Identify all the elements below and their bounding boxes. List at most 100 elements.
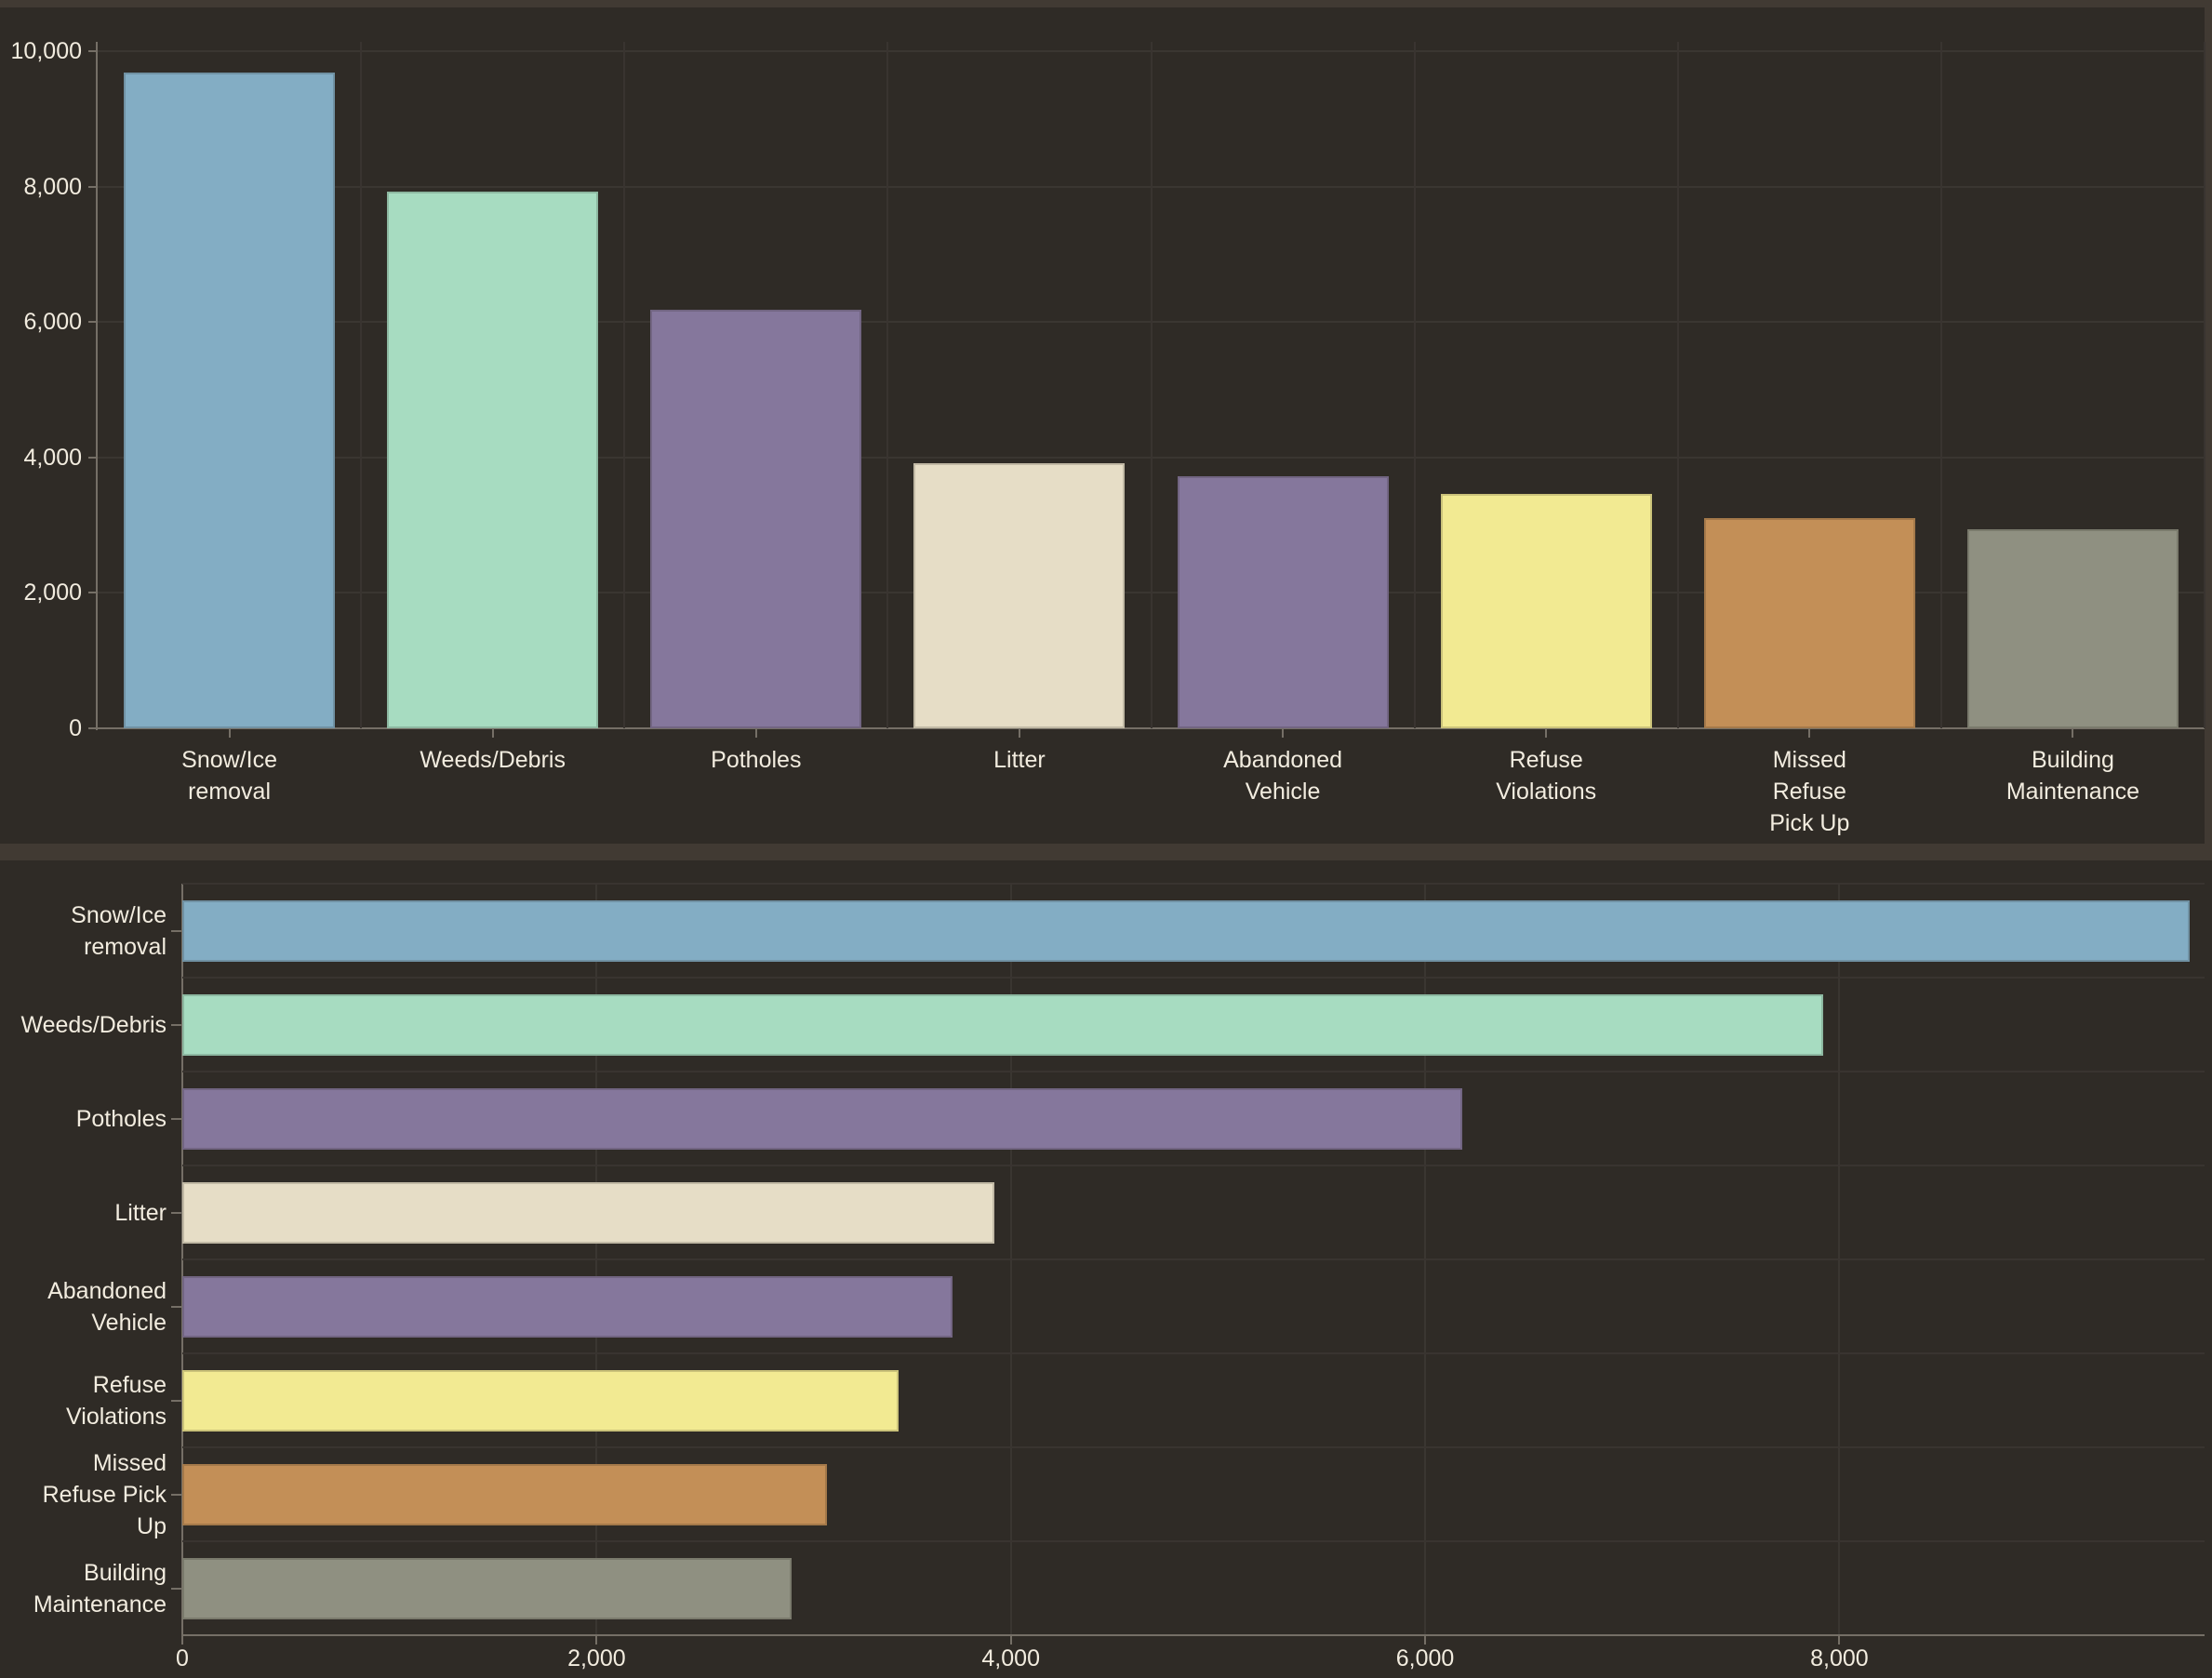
x-category-tick-mark xyxy=(1018,728,1020,738)
x-axis-line xyxy=(98,727,2205,729)
row-boundary-gridline xyxy=(182,883,2205,885)
category-label-line: Maintenance xyxy=(2005,779,2140,805)
y-axis-category-label: Snow/Ice removal xyxy=(0,899,167,963)
y-category-tick-mark xyxy=(171,1399,182,1402)
x-axis-tick-label: 8,000 xyxy=(1810,1645,1869,1671)
y-tick-mark xyxy=(88,321,98,324)
x-category-tick-mark xyxy=(2072,728,2074,738)
y-axis-tick-label: 8,000 xyxy=(23,173,82,200)
category-label-line: Abandoned xyxy=(1223,747,1343,773)
y-axis-category-label: Missed Refuse Pick Up xyxy=(0,1447,167,1542)
bar-refuse-violations[interactable] xyxy=(1440,494,1652,728)
row-boundary-gridline xyxy=(182,1446,2205,1448)
x-category-tick-mark xyxy=(754,728,757,738)
category-label-line: Potholes xyxy=(75,1105,167,1132)
y-axis-category-label: Weeds/Debris xyxy=(0,1009,167,1041)
row-boundary-gridline xyxy=(182,1352,2205,1354)
y-category-tick-mark xyxy=(171,1117,182,1120)
x-category-tick-mark xyxy=(491,728,494,738)
x-tick-mark xyxy=(1009,1635,1012,1645)
category-label-line: Missed xyxy=(92,1449,167,1476)
bottom-chart-panel xyxy=(0,860,2212,1678)
row-boundary-gridline xyxy=(182,1540,2205,1542)
y-tick-mark xyxy=(88,185,98,188)
x-axis-tick-label: 0 xyxy=(176,1645,189,1671)
category-label-line: Building xyxy=(84,1559,167,1586)
y-axis-line xyxy=(96,42,98,730)
y-category-tick-mark xyxy=(171,929,182,932)
category-label-line: Pick Up xyxy=(1769,810,1850,836)
category-boundary-gridline xyxy=(1676,42,1679,728)
category-label-line: Refuse xyxy=(92,1371,167,1398)
x-category-tick-mark xyxy=(1808,728,1811,738)
x-tick-mark xyxy=(181,1635,183,1645)
y-axis-tick-label: 4,000 xyxy=(23,444,82,471)
bar-weeds-debris[interactable] xyxy=(182,993,1823,1056)
category-label-line: Maintenance xyxy=(33,1591,167,1618)
bar-potholes[interactable] xyxy=(182,1087,1463,1150)
y-category-tick-mark xyxy=(171,1587,182,1590)
x-axis-line xyxy=(182,1634,2205,1636)
y-axis-category-label: Abandoned Vehicle xyxy=(0,1275,167,1338)
y-axis-category-label: Refuse Violations xyxy=(0,1369,167,1432)
category-label-line: Snow/Ice xyxy=(181,747,277,773)
category-boundary-gridline xyxy=(1150,42,1153,728)
bar-refuse-violations[interactable] xyxy=(182,1369,899,1432)
y-axis-tick-label: 6,000 xyxy=(23,309,82,336)
bar-snow-ice-removal[interactable] xyxy=(124,72,336,728)
x-axis-category-label: Snow/Ice removal xyxy=(100,744,360,807)
y-axis-tick-label: 2,000 xyxy=(23,579,82,606)
category-boundary-gridline xyxy=(1939,42,1942,728)
y-category-tick-mark xyxy=(171,1211,182,1214)
row-boundary-gridline xyxy=(182,1165,2205,1166)
category-label-line: removal xyxy=(84,933,167,960)
bar-building-maintenance[interactable] xyxy=(1966,528,2179,728)
bar-litter[interactable] xyxy=(182,1181,994,1244)
x-axis-tick-label: 6,000 xyxy=(1395,1645,1455,1671)
y-axis-category-label: Building Maintenance xyxy=(0,1557,167,1620)
x-axis-category-label: Litter xyxy=(889,744,1150,776)
category-label-line: Building xyxy=(2031,747,2114,773)
y-axis-tick-label: 0 xyxy=(69,715,82,741)
category-label-line: Violations xyxy=(66,1403,167,1430)
category-boundary-gridline xyxy=(886,42,889,728)
x-category-tick-mark xyxy=(228,728,231,738)
category-label-line: Litter xyxy=(114,1199,167,1226)
category-label-line: Refuse xyxy=(1509,747,1583,773)
category-label-line: Missed xyxy=(1772,747,1846,773)
category-boundary-gridline xyxy=(1413,42,1416,728)
y-category-tick-mark xyxy=(171,1305,182,1308)
x-axis-category-label: Abandoned Vehicle xyxy=(1153,744,1413,807)
x-axis-category-label: Weeds/Debris xyxy=(363,744,623,776)
y-tick-mark xyxy=(88,456,98,459)
bar-potholes[interactable] xyxy=(650,310,862,728)
bar-abandoned-vehicle[interactable] xyxy=(182,1275,953,1338)
category-label-line: Weeds/Debris xyxy=(420,747,566,773)
x-axis-category-label: Refuse Violations xyxy=(1416,744,1676,807)
x-axis-category-label: Building Maintenance xyxy=(1942,744,2203,807)
category-label-line: Weeds/Debris xyxy=(20,1011,167,1038)
bar-snow-ice-removal[interactable] xyxy=(182,899,2190,962)
category-label-line: Vehicle xyxy=(1245,779,1321,805)
x-axis-category-label: Missed Refuse Pick Up xyxy=(1679,744,1939,839)
y-category-tick-mark xyxy=(171,1023,182,1026)
bar-building-maintenance[interactable] xyxy=(182,1557,792,1619)
x-axis-tick-label: 4,000 xyxy=(981,1645,1040,1671)
y-axis-category-label: Potholes xyxy=(0,1103,167,1135)
category-label-line: Refuse xyxy=(1772,779,1846,805)
bar-abandoned-vehicle[interactable] xyxy=(1177,476,1389,728)
bar-weeds-debris[interactable] xyxy=(387,192,599,728)
category-label-line: Litter xyxy=(993,747,1046,773)
x-tick-mark xyxy=(1424,1635,1427,1645)
bar-litter[interactable] xyxy=(913,462,1126,728)
category-label-line: Up xyxy=(137,1512,167,1539)
row-boundary-gridline xyxy=(182,1071,2205,1072)
x-tick-mark xyxy=(595,1635,598,1645)
bar-missed-refuse-pick-up[interactable] xyxy=(182,1463,827,1525)
x-axis-tick-label: 2,000 xyxy=(567,1645,626,1671)
category-label-line: Snow/Ice xyxy=(71,901,167,928)
bar-missed-refuse-pick-up[interactable] xyxy=(1703,517,1915,728)
category-boundary-gridline xyxy=(360,42,363,728)
category-boundary-gridline xyxy=(2204,42,2205,728)
